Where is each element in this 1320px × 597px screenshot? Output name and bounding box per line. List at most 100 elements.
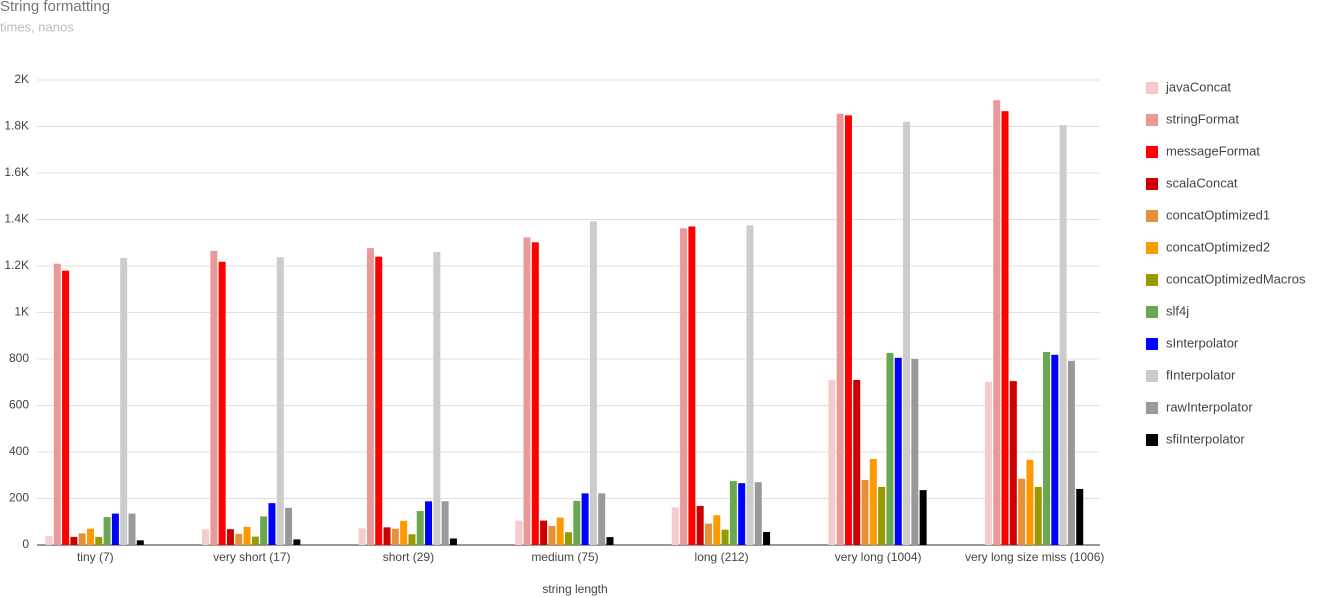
legend-swatch <box>1146 402 1158 414</box>
legend-label: rawInterpolator <box>1166 399 1253 414</box>
x-tick-label: very short (17) <box>213 550 290 564</box>
bar <box>226 529 234 545</box>
bar <box>383 527 391 545</box>
bar <box>210 250 218 545</box>
bar <box>903 121 911 545</box>
bar <box>243 526 251 545</box>
bar <box>548 525 556 545</box>
bar <box>1067 360 1075 545</box>
bar <box>120 257 128 545</box>
bar <box>729 481 737 545</box>
bar <box>136 540 144 545</box>
x-tick-label: very long size miss (1006) <box>965 550 1104 564</box>
bar <box>391 528 399 545</box>
bar <box>1034 486 1042 545</box>
bar <box>251 536 259 545</box>
y-tick-label: 600 <box>9 398 29 412</box>
legend-swatch <box>1146 338 1158 350</box>
bar <box>844 115 852 545</box>
legend-label: concatOptimizedMacros <box>1166 271 1306 286</box>
bar <box>993 100 1001 545</box>
bar <box>235 533 243 545</box>
y-tick-label: 200 <box>9 491 29 505</box>
legend-label: concatOptimized2 <box>1166 239 1270 254</box>
bar <box>573 500 581 545</box>
bar <box>515 520 523 545</box>
x-tick-label: tiny (7) <box>77 550 114 564</box>
bar <box>103 517 111 545</box>
bar <box>828 379 836 545</box>
y-tick-label: 1.4K <box>4 212 29 226</box>
bar <box>853 379 861 545</box>
bar <box>1059 125 1067 545</box>
y-tick-label: 1.2K <box>4 258 29 272</box>
legend-label: messageFormat <box>1166 143 1260 158</box>
bar <box>375 256 383 545</box>
bar <box>984 381 992 545</box>
legend-label: javaConcat <box>1165 79 1231 94</box>
bar <box>861 479 869 545</box>
legend-label: fInterpolator <box>1166 367 1236 382</box>
legend-label: stringFormat <box>1166 111 1239 126</box>
bar <box>53 263 61 545</box>
bar <box>531 242 539 545</box>
y-tick-label: 1.6K <box>4 165 29 179</box>
bar <box>746 225 754 545</box>
bar <box>919 490 927 545</box>
bar <box>128 513 136 545</box>
x-tick-label: medium (75) <box>531 550 598 564</box>
bar <box>45 536 53 545</box>
bar <box>713 515 721 545</box>
bar <box>886 352 894 545</box>
bar <box>878 486 886 545</box>
bar <box>869 458 877 545</box>
bar <box>218 261 226 545</box>
legend-swatch <box>1146 82 1158 94</box>
bar <box>1051 354 1059 545</box>
bar <box>598 493 606 545</box>
legend-swatch <box>1146 370 1158 382</box>
y-tick-label: 0 <box>22 537 29 551</box>
legend-swatch <box>1146 274 1158 286</box>
bar <box>62 270 70 545</box>
bar <box>738 483 746 545</box>
bar <box>366 248 374 545</box>
legend-swatch <box>1146 178 1158 190</box>
bar <box>95 536 103 545</box>
bar <box>78 533 86 545</box>
bar <box>911 359 919 545</box>
bar <box>581 493 589 545</box>
bar <box>556 517 564 545</box>
x-tick-label: very long (1004) <box>835 550 922 564</box>
legend-swatch <box>1146 434 1158 446</box>
bar <box>416 511 424 545</box>
bar <box>111 513 119 545</box>
bar <box>449 538 457 545</box>
bar <box>696 505 704 545</box>
bar <box>358 528 366 545</box>
y-tick-label: 400 <box>9 444 29 458</box>
bar <box>589 221 597 546</box>
bar <box>894 357 902 545</box>
bar <box>836 113 844 546</box>
bar <box>754 482 762 545</box>
y-tick-label: 2K <box>14 72 29 86</box>
bar <box>400 520 408 545</box>
bar <box>540 520 548 545</box>
legend-swatch <box>1146 210 1158 222</box>
y-tick-label: 800 <box>9 351 29 365</box>
bar <box>70 536 78 545</box>
bar <box>441 501 449 545</box>
bar <box>1076 488 1084 545</box>
bar <box>680 228 688 545</box>
y-tick-label: 1.8K <box>4 119 29 133</box>
chart-subtitle: times, nanos <box>0 19 74 34</box>
x-tick-label: short (29) <box>383 550 434 564</box>
bar <box>1043 352 1051 545</box>
bar <box>408 534 416 545</box>
bar <box>285 507 293 545</box>
bar <box>704 523 712 545</box>
bar <box>523 237 531 545</box>
legend-swatch <box>1146 242 1158 254</box>
